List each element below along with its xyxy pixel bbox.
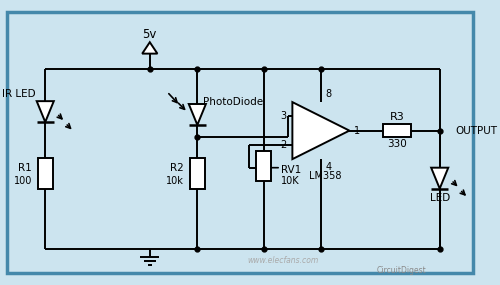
Text: R2: R2 (170, 163, 184, 173)
Text: −: − (296, 138, 308, 152)
Text: PhotoDiode: PhotoDiode (204, 97, 264, 107)
Text: 4: 4 (326, 162, 332, 172)
Polygon shape (431, 168, 448, 189)
Text: 3: 3 (281, 111, 287, 121)
Polygon shape (142, 42, 158, 54)
Text: R3: R3 (390, 112, 404, 122)
Text: OUTPUT: OUTPUT (455, 126, 497, 136)
Bar (190, 158, 205, 189)
Text: 2: 2 (280, 140, 287, 150)
Text: CircuitDigest: CircuitDigest (377, 266, 426, 275)
Text: R1: R1 (18, 163, 32, 173)
Text: LM358: LM358 (310, 171, 342, 181)
Text: +: + (296, 109, 308, 123)
Text: IR LED: IR LED (2, 89, 35, 99)
Polygon shape (189, 104, 206, 125)
Text: 1: 1 (354, 126, 360, 136)
Text: 5v: 5v (142, 28, 157, 41)
Text: 10k: 10k (166, 176, 184, 186)
Text: 8: 8 (326, 89, 332, 99)
Polygon shape (292, 102, 350, 159)
Bar (38, 158, 53, 189)
Text: 10K: 10K (281, 176, 299, 186)
Text: RV1: RV1 (281, 165, 301, 175)
Bar (382, 124, 411, 137)
Bar (256, 150, 272, 181)
Text: 330: 330 (387, 139, 407, 149)
Polygon shape (36, 101, 54, 122)
Text: www.elecfans.com: www.elecfans.com (247, 256, 318, 265)
Text: LED: LED (430, 193, 450, 203)
Text: 100: 100 (14, 176, 32, 186)
